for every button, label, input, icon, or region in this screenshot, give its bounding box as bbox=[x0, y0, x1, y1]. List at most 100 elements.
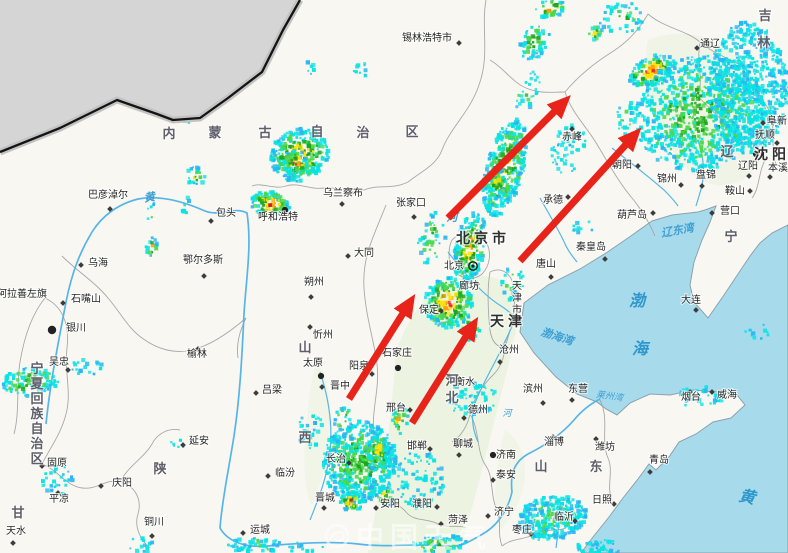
radar-echo-cell bbox=[550, 495, 554, 499]
radar-echo-cell bbox=[709, 71, 713, 75]
radar-echo-cell bbox=[295, 167, 300, 172]
radar-echo-cell bbox=[436, 310, 439, 313]
radar-echo-cell bbox=[713, 69, 716, 73]
radar-echo-cell bbox=[358, 477, 362, 481]
radar-echo-cell bbox=[534, 88, 538, 91]
radar-echo-cell bbox=[384, 465, 387, 468]
radar-echo-cell bbox=[748, 39, 753, 44]
radar-echo-cell bbox=[22, 371, 26, 375]
radar-echo-cell bbox=[30, 371, 33, 374]
radar-echo-cell bbox=[732, 130, 736, 133]
radar-echo-cell bbox=[513, 138, 518, 142]
radar-echo-cell bbox=[518, 102, 522, 106]
radar-echo-cell bbox=[753, 31, 756, 35]
radar-echo-cell bbox=[712, 105, 716, 110]
radar-echo-cell bbox=[336, 473, 341, 478]
radar-echo-cell bbox=[467, 230, 472, 235]
radar-echo-cell bbox=[342, 433, 347, 439]
radar-echo-cell bbox=[736, 29, 740, 34]
radar-echo-cell bbox=[714, 146, 717, 149]
radar-echo-cell bbox=[438, 539, 443, 544]
radar-echo-cell bbox=[768, 105, 772, 109]
radar-echo-cell bbox=[376, 441, 379, 443]
radar-echo-cell bbox=[667, 55, 672, 59]
radar-echo-cell bbox=[763, 110, 767, 114]
radar-echo-cell bbox=[761, 117, 765, 121]
radar-echo-cell bbox=[474, 272, 477, 275]
radar-echo-cell bbox=[728, 134, 732, 138]
radar-echo-cell bbox=[463, 253, 468, 257]
radar-echo-cell bbox=[460, 309, 464, 313]
radar-echo-cell bbox=[681, 106, 686, 111]
radar-echo-cell bbox=[576, 131, 582, 136]
radar-echo-cell bbox=[354, 490, 359, 495]
radar-echo-cell bbox=[686, 75, 691, 80]
radar-echo-cell bbox=[660, 145, 665, 150]
radar-echo-cell bbox=[255, 210, 258, 213]
radar-echo-cell bbox=[734, 138, 738, 142]
radar-echo-cell bbox=[457, 244, 461, 249]
radar-echo-cell bbox=[673, 103, 678, 108]
radar-echo-cell bbox=[78, 368, 83, 373]
radar-echo-cell bbox=[43, 368, 48, 373]
radar-echo-cell bbox=[327, 156, 331, 159]
radar-echo-cell bbox=[442, 537, 447, 542]
radar-echo-cell bbox=[548, 495, 552, 499]
radar-echo-cell bbox=[572, 167, 576, 171]
radar-echo-cell bbox=[349, 426, 353, 429]
radar-echo-cell bbox=[426, 314, 431, 319]
radar-echo-cell bbox=[272, 193, 277, 198]
radar-echo-cell bbox=[741, 55, 746, 60]
radar-echo-cell bbox=[745, 23, 749, 27]
radar-echo-cell bbox=[359, 491, 363, 495]
radar-echo-cell bbox=[727, 131, 731, 135]
radar-echo-cell bbox=[440, 321, 443, 324]
radar-echo-cell bbox=[308, 171, 312, 175]
radar-echo-cell bbox=[142, 549, 146, 553]
radar-echo-cell bbox=[644, 82, 649, 86]
radar-echo-cell bbox=[513, 193, 516, 197]
radar-echo-cell bbox=[494, 181, 498, 185]
radar-echo-cell bbox=[540, 508, 544, 512]
radar-echo-cell bbox=[374, 451, 376, 454]
radar-echo-cell bbox=[337, 413, 340, 417]
radar-echo-cell bbox=[500, 152, 505, 157]
radar-echo-cell bbox=[645, 70, 650, 75]
radar-echo-cell bbox=[669, 137, 674, 141]
radar-echo-cell bbox=[154, 241, 159, 246]
radar-echo-cell bbox=[438, 313, 442, 318]
radar-echo-cell bbox=[436, 467, 440, 471]
radar-echo-cell bbox=[716, 101, 721, 106]
radar-echo-cell bbox=[713, 95, 716, 98]
radar-echo-cell bbox=[462, 236, 466, 240]
radar-echo-cell bbox=[749, 61, 754, 66]
radar-echo-cell bbox=[2, 385, 7, 390]
radar-echo-cell bbox=[256, 540, 260, 544]
radar-echo-cell bbox=[725, 78, 730, 83]
radar-echo-cell bbox=[183, 204, 186, 207]
radar-echo-cell bbox=[541, 519, 546, 524]
radar-echo-cell bbox=[753, 101, 756, 104]
radar-echo-cell bbox=[430, 298, 433, 301]
radar-echo-cell bbox=[273, 159, 276, 162]
radar-echo-cell bbox=[651, 65, 655, 69]
radar-echo-cell bbox=[322, 467, 325, 470]
radar-echo-cell bbox=[195, 182, 198, 185]
radar-echo-cell bbox=[273, 207, 278, 212]
radar-echo-cell bbox=[429, 221, 431, 223]
radar-echo-cell bbox=[560, 496, 565, 502]
radar-echo-cell bbox=[579, 520, 583, 525]
radar-echo-cell bbox=[759, 53, 763, 57]
radar-echo-cell bbox=[487, 191, 490, 194]
radar-echo-cell bbox=[384, 473, 389, 477]
radar-echo-cell bbox=[545, 14, 549, 19]
radar-echo-cell bbox=[500, 127, 504, 130]
radar-echo-cell bbox=[516, 175, 521, 181]
radar-echo-cell bbox=[447, 546, 452, 550]
radar-echo-cell bbox=[705, 133, 708, 136]
bohai-yellow-sea bbox=[519, 205, 788, 553]
radar-echo-cell bbox=[318, 145, 321, 148]
radar-echo-cell bbox=[731, 148, 735, 152]
radar-echo-cell bbox=[454, 280, 457, 283]
radar-echo-cell bbox=[283, 203, 285, 206]
